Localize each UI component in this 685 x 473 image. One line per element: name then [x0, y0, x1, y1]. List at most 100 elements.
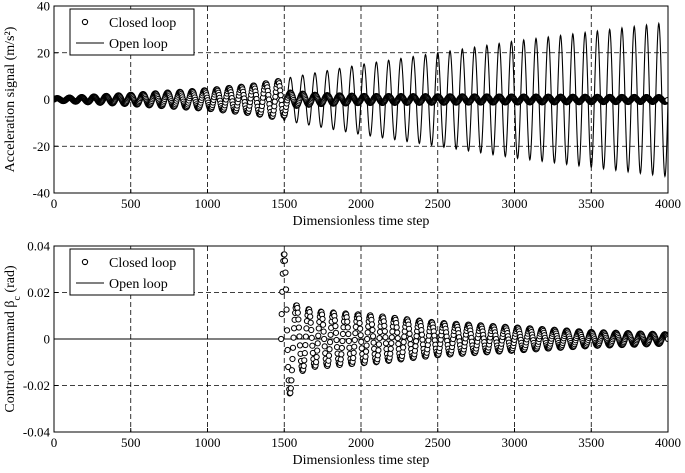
closed-loop-point — [296, 333, 303, 340]
closed-loop-point — [307, 313, 314, 320]
closed-loop-point — [339, 337, 346, 345]
y-axis-label-subscript: c — [12, 296, 23, 301]
closed-loop-point — [350, 349, 357, 356]
x-tick-label-1: 500 — [121, 435, 141, 450]
y-axis-label-main: Control command β — [3, 301, 18, 413]
x-tick-label-0: 0 — [51, 435, 58, 450]
closed-loop-point — [351, 336, 358, 344]
closed-loop-point — [337, 356, 344, 363]
closed-loop-point — [370, 339, 377, 346]
series-group — [54, 21, 668, 179]
closed-loop-point — [405, 325, 413, 332]
y-tick-label-3: 20 — [37, 45, 50, 60]
closed-loop-point — [321, 343, 328, 350]
closed-loop-point — [333, 336, 340, 344]
closed-loop-point — [326, 339, 334, 346]
closed-loop-point — [352, 330, 359, 337]
legend-box — [69, 248, 195, 296]
closed-loop-point — [388, 340, 395, 347]
axis-ticks: 0 500 1000 1500 2000 2500 3000 3500 4000 -40 -20 0 2… — [33, 0, 681, 211]
closed-loop-point — [375, 341, 383, 348]
y-tick-label-2: 0 — [44, 92, 51, 107]
x-tick-label-2: 1000 — [195, 435, 221, 450]
closed-loop-point — [357, 332, 364, 339]
closed-loop-point — [374, 352, 381, 359]
closed-loop-point — [301, 350, 308, 357]
x-tick-label-0: 0 — [51, 196, 58, 211]
closed-loop-point — [315, 325, 322, 332]
closed-loop-point — [338, 351, 345, 358]
x-tick-label-3: 1500 — [271, 196, 297, 211]
closed-loop-point — [308, 326, 315, 334]
closed-loop-point — [300, 362, 307, 369]
closed-loop-point — [387, 345, 394, 352]
closed-loop-point — [294, 309, 301, 316]
closed-loop-point — [358, 338, 365, 345]
closed-loop-point — [381, 322, 388, 329]
y-tick-label-2: 0 — [44, 332, 51, 347]
closed-loop-point — [281, 251, 288, 258]
x-tick-label-4: 2000 — [348, 196, 374, 211]
closed-loop-point — [369, 326, 376, 334]
closed-loop-point — [351, 343, 358, 350]
closed-loop-point — [407, 335, 414, 343]
legend: Closed loop Open loop — [69, 248, 195, 296]
closed-loop-point — [327, 331, 334, 338]
closed-loop-point — [356, 319, 363, 327]
closed-loop-point — [332, 323, 339, 330]
closed-loop-point — [282, 286, 290, 293]
y-axis-label: Control command βc (rad) — [3, 265, 23, 413]
closed-loop-point — [357, 325, 364, 332]
closed-loop-point — [381, 328, 388, 335]
closed-loop-point — [331, 317, 339, 324]
closed-loop-point — [302, 341, 309, 349]
closed-loop-point — [338, 344, 345, 352]
closed-loop-point — [401, 333, 408, 340]
closed-loop-point — [412, 343, 419, 350]
closed-loop-point — [400, 344, 407, 351]
closed-loop-point — [394, 335, 401, 342]
closed-loop-point — [287, 385, 294, 392]
closed-loop-point — [358, 345, 365, 352]
closed-loop-point — [664, 335, 668, 343]
x-tick-label-6: 3000 — [502, 435, 528, 450]
closed-loop-point — [288, 367, 296, 374]
closed-loop-point — [283, 327, 291, 334]
closed-loop-point — [307, 319, 314, 326]
closed-loop-point — [295, 316, 302, 323]
closed-loop-point — [290, 334, 297, 341]
closed-loop-point — [309, 342, 316, 349]
x-tick-label-5: 2500 — [425, 196, 451, 211]
closed-loop-point — [382, 334, 389, 341]
closed-loop-point — [314, 340, 321, 347]
closed-loop-point — [387, 350, 394, 357]
series-closed-loop — [54, 78, 668, 120]
closed-loop-point — [302, 333, 309, 340]
closed-loop-point — [289, 355, 296, 363]
x-tick-label-7: 3500 — [578, 435, 604, 450]
closed-loop-point — [393, 324, 400, 331]
closed-loop-point — [295, 324, 303, 331]
y-axis-label-unit: (rad) — [3, 265, 18, 296]
closed-loop-point — [368, 321, 376, 328]
chart-control-command: 0 500 1000 1500 2000 2500 3000 3500 4000 -0.04 -0.… — [3, 239, 681, 469]
closed-loop-point — [282, 269, 289, 276]
closed-loop-point — [319, 321, 327, 328]
y-tick-label-1: -0.02 — [23, 378, 50, 393]
closed-loop-point — [326, 346, 333, 353]
closed-loop-point — [278, 335, 285, 343]
closed-loop-point — [315, 332, 322, 339]
closed-loop-point — [350, 354, 357, 362]
closed-loop-point — [413, 332, 420, 340]
closed-loop-point — [412, 338, 420, 345]
closed-loop-point — [345, 337, 352, 345]
y-tick-label-4: 0.04 — [27, 239, 50, 254]
legend-label-closed-loop: Closed loop — [109, 16, 176, 31]
closed-loop-point — [395, 340, 402, 347]
x-tick-label-2: 1000 — [195, 196, 221, 211]
closed-loop-point — [313, 359, 320, 366]
closed-loop-point — [364, 329, 371, 336]
closed-loop-point — [278, 311, 285, 318]
closed-loop-point — [271, 98, 278, 105]
closed-loop-point — [319, 315, 326, 323]
